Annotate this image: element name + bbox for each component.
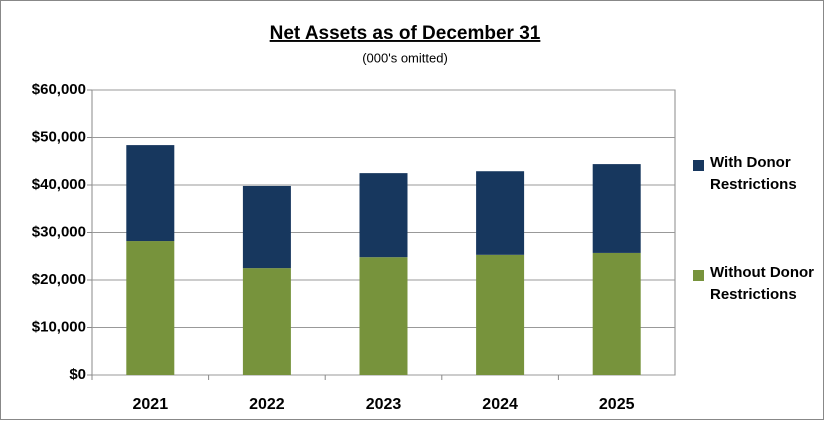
bar-segment <box>126 241 175 375</box>
y-tick-label: $60,000 <box>32 81 86 98</box>
bar-segment <box>592 164 641 253</box>
bar-segment <box>476 171 525 255</box>
legend-swatch <box>693 160 704 171</box>
y-tick-label: $40,000 <box>32 176 86 193</box>
y-tick-label: $20,000 <box>32 271 86 288</box>
bar-segment <box>359 173 408 258</box>
x-tick-label: 2024 <box>482 396 518 413</box>
y-tick-label: $30,000 <box>32 223 86 240</box>
y-tick-label: $10,000 <box>32 318 86 335</box>
x-tick-label: 2023 <box>366 396 402 413</box>
bar-segment <box>476 254 525 375</box>
bar-segment <box>359 257 408 375</box>
x-tick-label: 2025 <box>599 396 635 413</box>
x-tick-label: 2021 <box>133 396 169 413</box>
bar-segment <box>242 268 291 375</box>
bar-segment <box>592 252 641 375</box>
y-tick-label: $0 <box>69 366 86 383</box>
bar-segment <box>126 145 175 242</box>
y-tick-label: $50,000 <box>32 128 86 145</box>
legend-label: With Donor Restrictions <box>710 154 797 193</box>
legend-swatch <box>693 270 704 281</box>
x-tick-label: 2022 <box>249 396 285 413</box>
bar-segment <box>242 185 291 269</box>
chart-title: Net Assets as of December 31 <box>270 23 541 44</box>
legend-label: Without Donor Restrictions <box>710 264 814 303</box>
chart-subtitle: (000's omitted) <box>362 50 448 65</box>
